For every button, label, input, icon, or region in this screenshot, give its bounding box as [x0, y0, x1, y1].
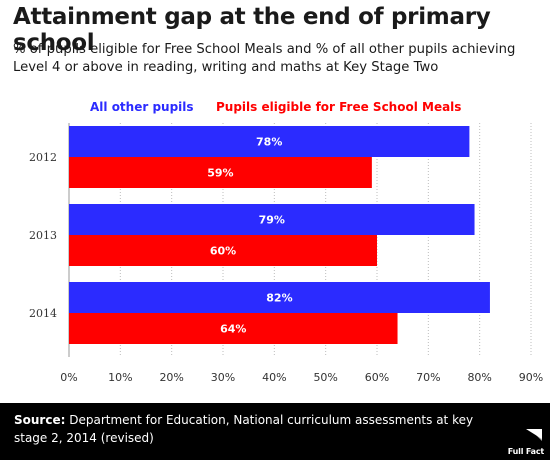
x-tick-label: 10% — [108, 371, 132, 384]
data-label: 79% — [259, 214, 285, 227]
logo-text: Full Fact — [507, 447, 544, 456]
bar — [69, 282, 490, 313]
bar — [69, 157, 372, 188]
data-label: 59% — [207, 167, 233, 180]
data-label: 82% — [266, 292, 292, 305]
legend-label: All other pupils — [90, 100, 194, 114]
data-label: 60% — [210, 245, 236, 258]
chart-legend: All other pupils Pupils eligible for Free… — [90, 100, 461, 114]
source-footer: Source: Department for Education, Nation… — [0, 403, 550, 460]
x-tick-label: 80% — [467, 371, 491, 384]
x-tick-label: 50% — [313, 371, 337, 384]
chart-bars: 78% 59% 79% 60% 82% 64% — [69, 126, 490, 344]
x-tick-label: 30% — [211, 371, 235, 384]
bar — [69, 235, 377, 266]
bar — [69, 313, 398, 344]
bar — [69, 126, 470, 157]
x-tick-label: 40% — [262, 371, 286, 384]
source-text: Department for Education, National curri… — [14, 413, 474, 445]
legend-label: Pupils eligible for Free School Meals — [216, 100, 461, 114]
data-label: 78% — [256, 136, 282, 149]
full-fact-logo — [526, 429, 542, 441]
y-tick-label: 2013 — [29, 229, 57, 242]
x-tick-label: 0% — [60, 371, 77, 384]
x-tick-label: 90% — [519, 371, 543, 384]
y-axis-labels: 2012 2013 2014 — [29, 151, 57, 320]
x-tick-label: 60% — [365, 371, 389, 384]
x-axis-labels: 0% 10% 20% 30% 40% 50% 60% 70% 80% 90% — [60, 371, 543, 384]
x-tick-label: 70% — [416, 371, 440, 384]
x-tick-label: 20% — [159, 371, 183, 384]
data-label: 64% — [220, 323, 246, 336]
source-note: Source: Department for Education, Nation… — [14, 411, 484, 447]
y-tick-label: 2012 — [29, 151, 57, 164]
bar-chart: All other pupils Pupils eligible for Free… — [29, 100, 543, 384]
bar — [69, 204, 475, 235]
y-tick-label: 2014 — [29, 307, 57, 320]
source-label: Source: — [14, 413, 66, 427]
chart-title: Attainment gap at the end of primary sch… — [13, 4, 491, 56]
chart-subtitle: % of pupils eligible for Free School Mea… — [13, 42, 516, 75]
